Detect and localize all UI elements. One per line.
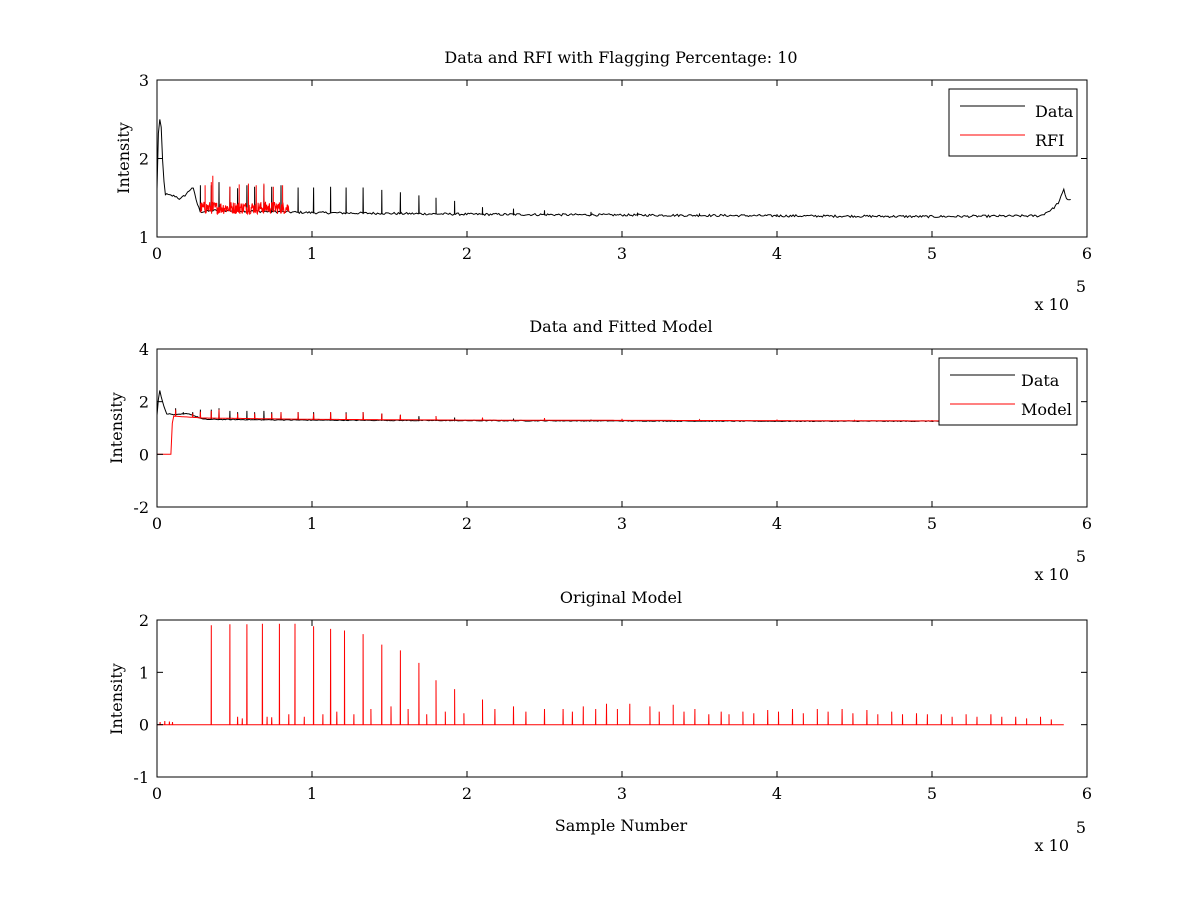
x-tick-label: 1: [307, 784, 317, 803]
exponent-base: x 10: [1035, 295, 1069, 314]
x-tick-label: 3: [617, 784, 627, 803]
series-data-line: [157, 119, 1071, 219]
plot-traces: [157, 623, 1064, 726]
plot-traces: [157, 390, 947, 455]
exponent-power: 5: [1076, 818, 1086, 837]
x-tick-label: 2: [462, 244, 472, 263]
panel-original-model: Original Model Intensity Sample Number x…: [107, 588, 1092, 855]
y-tick-label: 2: [139, 393, 149, 412]
y-tick-label: 1: [139, 663, 149, 682]
x-tick-label: 4: [772, 784, 782, 803]
panel-title: Data and RFI with Flagging Percentage: 1…: [444, 48, 797, 67]
x-tick-label: 5: [927, 244, 937, 263]
x-tick-label: 6: [1082, 244, 1092, 263]
series-model-line: [157, 409, 947, 455]
legend-label-data: Data: [1021, 371, 1060, 390]
legend-box: [948, 88, 1078, 157]
y-tick-label: -1: [133, 768, 149, 787]
y-axis-label: Intensity: [114, 122, 133, 194]
exponent-power: 5: [1076, 277, 1086, 296]
y-tick-label: -2: [133, 498, 149, 517]
x-tick-label: 4: [772, 514, 782, 533]
x-tick-label: 2: [462, 514, 472, 533]
legend-label-model: Model: [1021, 400, 1072, 419]
panel-title: Data and Fitted Model: [529, 317, 712, 336]
x-tick-label: 6: [1082, 784, 1092, 803]
x-tick-label: 6: [1082, 514, 1092, 533]
legend-box: [938, 357, 1078, 426]
exponent-base: x 10: [1035, 565, 1069, 584]
series-rfi-line: [199, 175, 290, 216]
series-model-line: [157, 623, 1064, 726]
y-tick-label: 0: [139, 716, 149, 735]
exponent-power: 5: [1076, 547, 1086, 566]
x-tick-label: 1: [307, 244, 317, 263]
x-tick-label: 5: [927, 784, 937, 803]
y-tick-label: 4: [139, 340, 149, 359]
y-tick-label: 2: [139, 150, 149, 169]
x-tick-label: 4: [772, 244, 782, 263]
panel-rfi: Data and RFI with Flagging Percentage: 1…: [114, 48, 1092, 314]
exponent-base: x 10: [1035, 836, 1069, 855]
y-axis-label: Intensity: [107, 663, 126, 735]
x-tick-label: 2: [462, 784, 472, 803]
y-tick-label: 3: [139, 71, 149, 90]
x-tick-label: 0: [152, 514, 162, 533]
panel-title: Original Model: [560, 588, 682, 607]
y-tick-label: 1: [139, 228, 149, 247]
x-axis-label: Sample Number: [555, 816, 688, 835]
y-axis-label: Intensity: [107, 392, 126, 464]
x-tick-label: 3: [617, 244, 627, 263]
y-tick-label: 0: [139, 445, 149, 464]
x-tick-label: 1: [307, 514, 317, 533]
legend-label-rfi: RFI: [1035, 131, 1064, 150]
panel-fitted-model: Data and Fitted Model Intensity x 10 5 0…: [107, 317, 1092, 584]
legend-label-data: Data: [1035, 102, 1074, 121]
x-tick-label: 0: [152, 784, 162, 803]
y-tick-label: 2: [139, 611, 149, 630]
x-tick-label: 5: [927, 514, 937, 533]
x-tick-label: 0: [152, 244, 162, 263]
plot-traces: [157, 119, 1071, 219]
x-tick-label: 3: [617, 514, 627, 533]
